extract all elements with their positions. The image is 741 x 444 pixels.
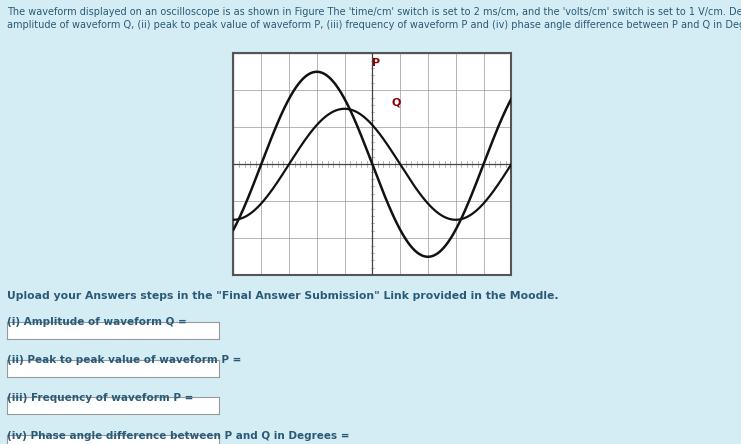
Text: (iii) Frequency of waveform P =: (iii) Frequency of waveform P = [7, 393, 194, 403]
Text: Upload your Answers steps in the "Final Answer Submission" Link provided in the : Upload your Answers steps in the "Final … [7, 291, 559, 301]
Text: (i) Amplitude of waveform Q =: (i) Amplitude of waveform Q = [7, 317, 187, 328]
Text: amplitude of waveform Q, (ii) peak to peak value of waveform P, (iii) frequency : amplitude of waveform Q, (ii) peak to pe… [7, 20, 741, 30]
Text: (ii) Peak to peak value of waveform P =: (ii) Peak to peak value of waveform P = [7, 355, 242, 365]
Text: P: P [372, 58, 380, 68]
Text: (iv) Phase angle difference between P and Q in Degrees =: (iv) Phase angle difference between P an… [7, 431, 350, 441]
Text: Q: Q [392, 97, 401, 107]
Text: The waveform displayed on an oscilloscope is as shown in Figure The 'time/cm' sw: The waveform displayed on an oscilloscop… [7, 7, 741, 17]
